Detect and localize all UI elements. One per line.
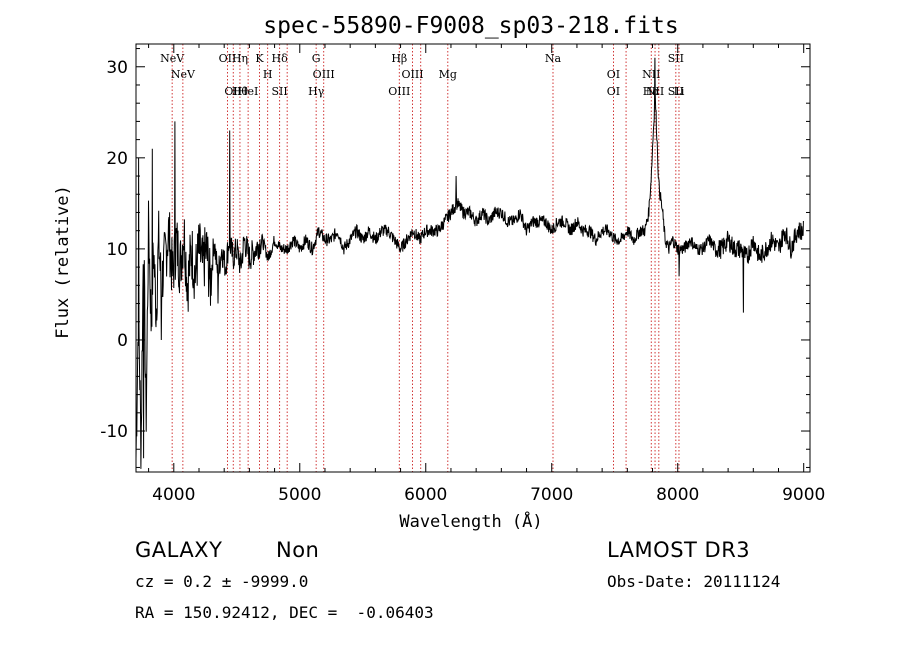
object-subclass: Non xyxy=(276,538,320,562)
line-label-top-7: H xyxy=(263,68,273,81)
y-tick-label-3: 20 xyxy=(106,149,128,169)
line-label-top-13: OIII xyxy=(401,68,423,81)
line-label-top-15: Mg xyxy=(439,68,457,81)
line-label-top-0: NeV xyxy=(160,52,185,65)
y-tick-label-4: 30 xyxy=(106,58,128,78)
x-tick-label-5: 9000 xyxy=(782,485,825,505)
line-label-bottom-17: OI xyxy=(607,85,620,98)
line-label-top-1: NeV xyxy=(171,68,196,81)
object-class: GALAXY xyxy=(135,538,223,562)
line-label-bottom-4: Hθ xyxy=(232,85,249,98)
line-label-bottom-12: OIII xyxy=(388,85,410,98)
coordinates: RA = 150.92412, DEC = -0.06403 xyxy=(135,603,434,622)
line-label-bottom-22: SII xyxy=(668,85,684,98)
line-label-top-22: SII xyxy=(668,52,684,65)
line-label-bottom-5: HeI xyxy=(238,85,258,98)
plot-frame xyxy=(135,43,811,473)
survey-name: LAMOST DR3 xyxy=(607,538,751,562)
line-label-top-16: Na xyxy=(545,52,562,65)
line-label-top-4: Hη xyxy=(232,52,248,65)
chart-title: spec-55890-F9008_sp03-218.fits xyxy=(263,13,678,39)
line-label-top-11: OIII xyxy=(313,68,335,81)
x-tick-label-4: 8000 xyxy=(656,485,699,505)
line-label-top-19: NII xyxy=(642,68,660,81)
line-label-bottom-23: Li xyxy=(674,85,685,98)
flux-series-group xyxy=(135,57,804,469)
line-label-top-2: OII xyxy=(219,52,237,65)
line-label-bottom-10: Hγ xyxy=(308,85,325,98)
y-tick-label-2: 10 xyxy=(106,240,128,260)
flux-series-line xyxy=(135,57,804,469)
y-tick-label-0: -10 xyxy=(100,422,128,442)
line-label-bottom-19: Hα xyxy=(643,85,661,98)
line-label-top-12: Hβ xyxy=(391,52,407,65)
line-label-bottom-8: SII xyxy=(272,85,288,98)
x-axis-label: Wavelength (Å) xyxy=(399,510,542,532)
y-axis-label: Flux (relative) xyxy=(53,185,73,339)
y-tick-label-1: 0 xyxy=(117,331,128,351)
spectral-lines: NeVNeVOIIOIIHηHθHeIKHHδSIIGHγOIIIHβOIIIO… xyxy=(160,44,685,472)
line-label-top-6: K xyxy=(255,52,264,65)
axes: 4000 5000 6000 7000 8000 9000 -10 0 10 20 30 xyxy=(100,43,825,505)
x-tick-label-1: 5000 xyxy=(278,485,321,505)
line-label-top-17: OI xyxy=(607,68,620,81)
line-label-bottom-3: OII xyxy=(224,85,242,98)
x-tick-label-2: 6000 xyxy=(404,485,447,505)
redshift-readout: cz = 0.2 ± -9999.0 xyxy=(135,572,309,591)
line-label-top-10: G xyxy=(312,52,321,65)
x-tick-label-0: 4000 xyxy=(152,485,195,505)
x-tick-label-3: 7000 xyxy=(530,485,573,505)
obs-date: Obs-Date: 20111124 xyxy=(607,572,781,591)
line-label-top-8: Hδ xyxy=(272,52,289,65)
